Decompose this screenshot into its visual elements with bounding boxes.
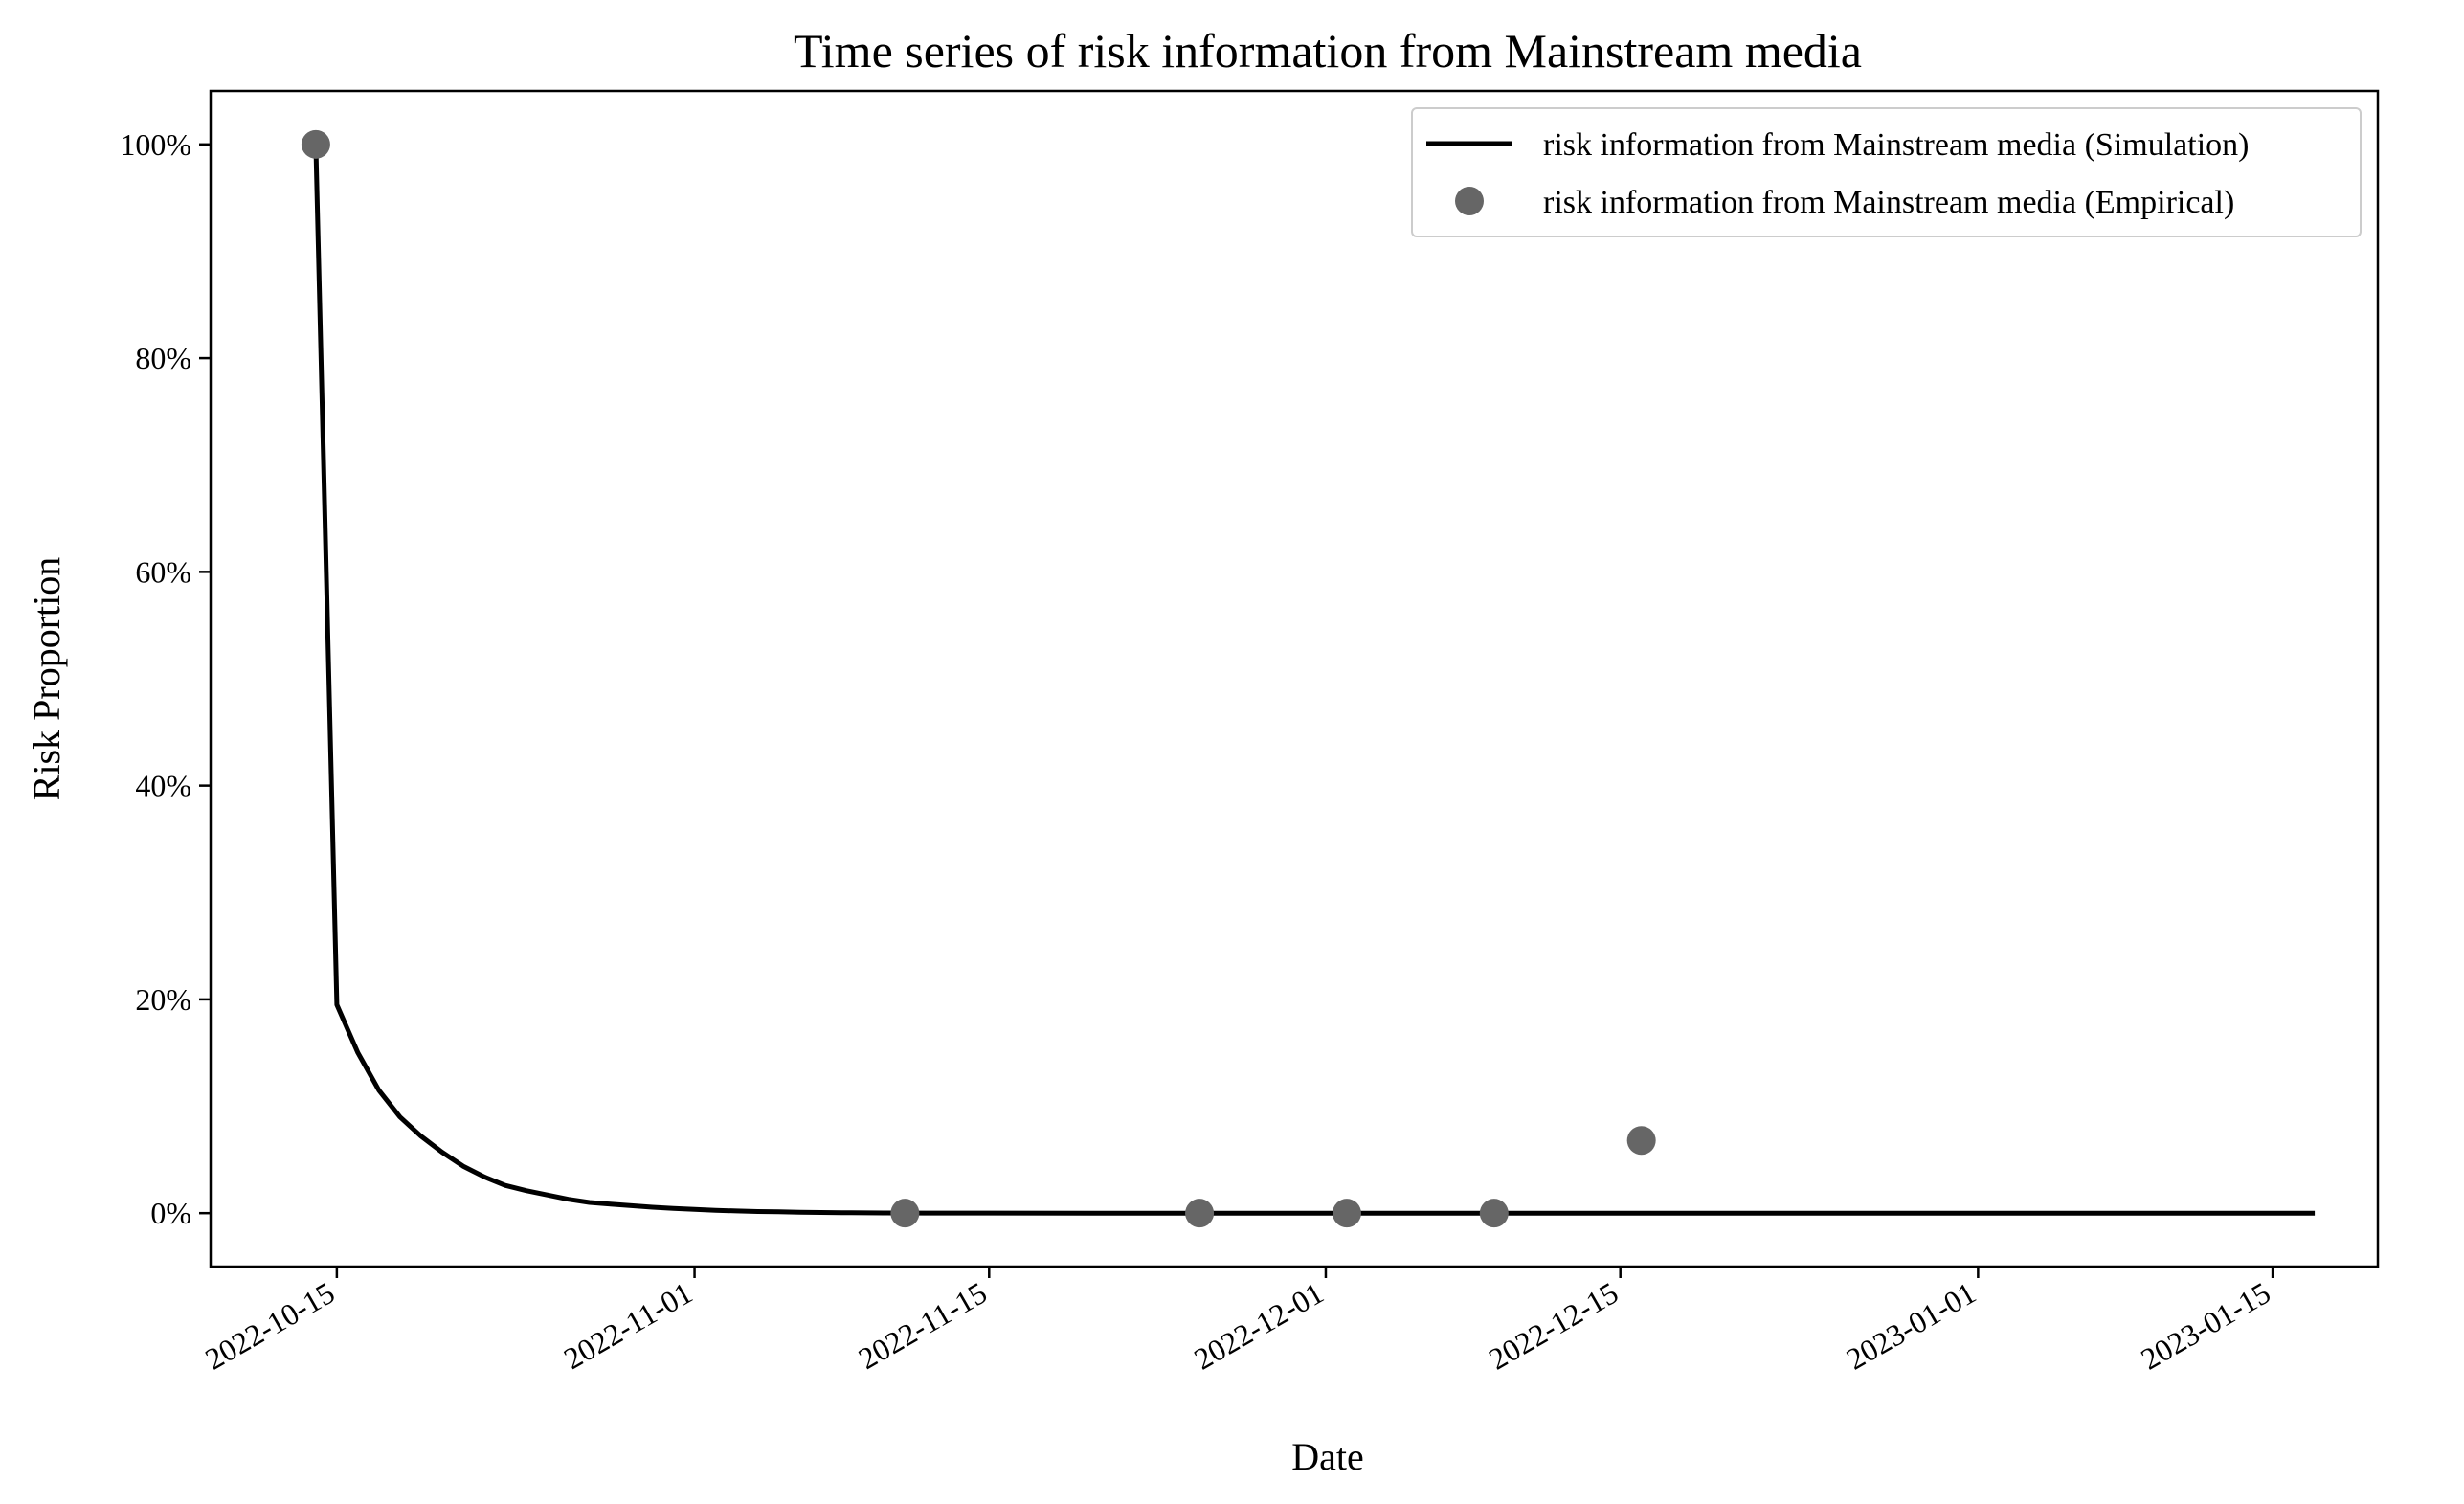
x-axis: 2022-10-15 2022-11-01 2022-11-15 2022-12-01…	[199, 1267, 2276, 1377]
empirical-point	[1332, 1199, 1361, 1228]
plot-frame	[209, 89, 2380, 1268]
series-layer	[301, 129, 2316, 1228]
legend-label-simulation: risk information from Mainstream media (…	[1543, 127, 2249, 163]
x-tick-label: 2022-11-01	[558, 1275, 698, 1376]
legend-box	[1411, 107, 2362, 237]
empirical-point	[1185, 1199, 1215, 1228]
x-tick-label: 2022-10-15	[199, 1275, 340, 1377]
y-tick-label: 40%	[135, 769, 191, 803]
empirical-point	[1479, 1199, 1509, 1228]
y-tick-label: 100%	[120, 127, 191, 162]
y-axis-label: Risk Proportion	[25, 557, 68, 800]
y-tick-label: 80%	[135, 341, 191, 375]
chart-title: Time series of risk information from Mai…	[794, 24, 1862, 78]
y-tick-label: 20%	[135, 982, 191, 1017]
empirical-point	[301, 129, 330, 159]
simulation-line	[313, 144, 2316, 1216]
empirical-point	[1626, 1126, 1656, 1156]
x-axis-label: Date	[1291, 1435, 1364, 1478]
x-tick-label: 2022-12-01	[1188, 1275, 1329, 1377]
empirical-point	[890, 1199, 920, 1228]
legend-label-empirical: risk information from Mainstream media (…	[1543, 185, 2234, 220]
legend-dot-swatch	[1455, 187, 1484, 215]
y-tick-label: 60%	[135, 554, 191, 589]
x-tick-label: 2023-01-15	[2135, 1275, 2275, 1377]
legend: risk information from Mainstream media (…	[1411, 107, 2362, 237]
y-tick-label: 0%	[150, 1196, 191, 1230]
x-tick-label: 2023-01-01	[1841, 1275, 1982, 1377]
y-axis: 0% 20% 40% 60% 80% 100%	[120, 127, 211, 1230]
x-tick-label: 2022-11-15	[853, 1275, 993, 1376]
x-tick-label: 2022-12-15	[1483, 1275, 1624, 1377]
